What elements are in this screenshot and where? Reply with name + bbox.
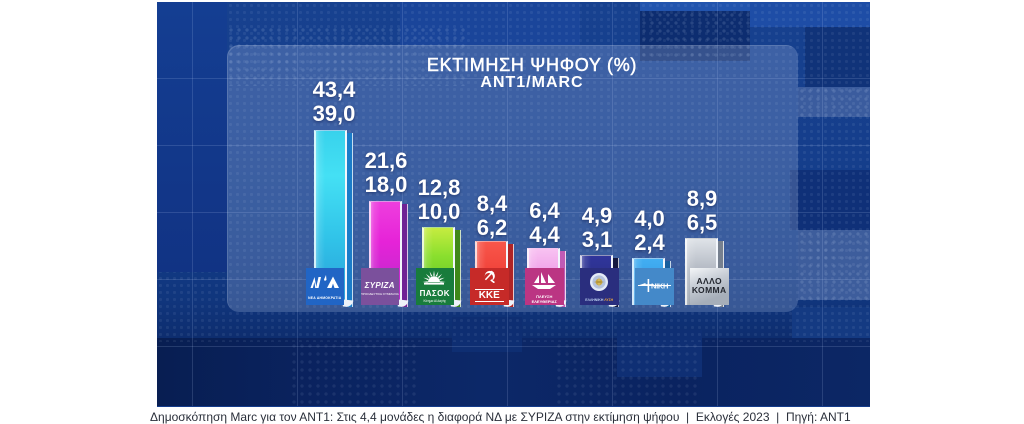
svg-text:ΝΙΚΗ: ΝΙΚΗ <box>651 282 668 291</box>
